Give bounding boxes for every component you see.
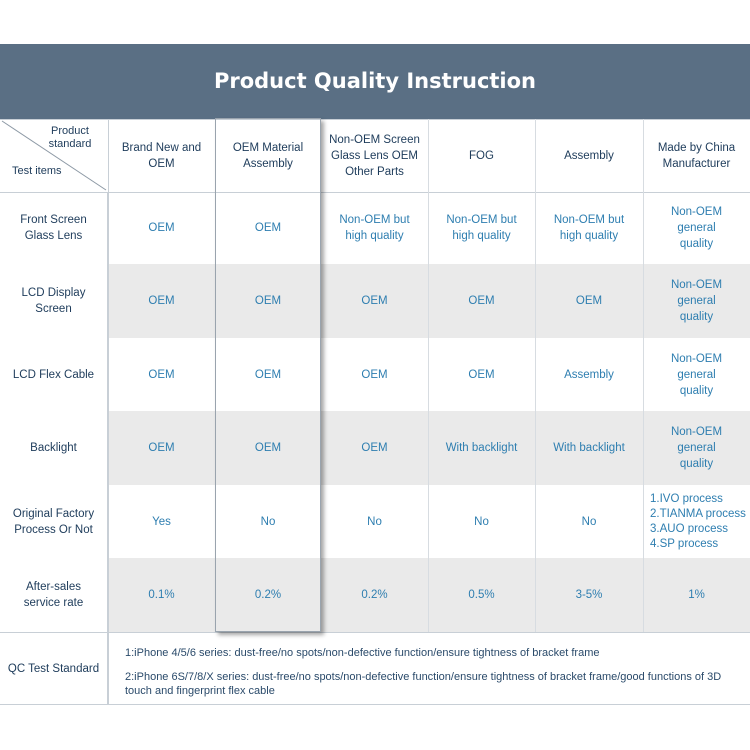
table-cell: OEM xyxy=(468,368,495,381)
table-cell: With backlight xyxy=(553,442,625,454)
table-cell: 0.1% xyxy=(148,589,175,601)
divider xyxy=(0,704,750,705)
table-cell: OEM xyxy=(254,222,282,234)
table-cell: OEM xyxy=(361,368,388,381)
table-cell: 1% xyxy=(688,589,705,601)
table-cell: 3-5% xyxy=(575,589,603,601)
col-header-china-made: Made by China Manufacturer xyxy=(657,141,736,170)
table-cell: OEM xyxy=(254,295,282,307)
table-cell: Yes xyxy=(152,515,171,528)
divider xyxy=(0,119,750,120)
table-cell: OEM xyxy=(575,295,603,307)
table-cell: OEM xyxy=(254,442,282,454)
divider xyxy=(108,119,109,705)
table-cell: Non-OEM general quality xyxy=(670,279,723,323)
table-cell: No xyxy=(474,515,489,528)
row-label: Front Screen Glass Lens xyxy=(0,192,108,264)
table-cell: OEM xyxy=(148,442,175,454)
qc-row: QC Test Standard 1:iPhone 4/5/6 series: … xyxy=(0,632,750,705)
table-cell: With backlight xyxy=(445,442,518,454)
table-cell: No xyxy=(260,515,276,528)
table-cell: Non-OEM but high quality xyxy=(553,214,625,242)
table-cell: OEM xyxy=(361,295,388,307)
divider xyxy=(428,119,429,632)
title-banner: Product Quality Instruction xyxy=(0,44,750,119)
table-row: Original Factory Process Or Not Yes No N… xyxy=(0,485,750,558)
table-cell: No xyxy=(581,515,597,528)
process-item: 1.IVO process xyxy=(650,492,723,505)
table-cell: Non-OEM general quality xyxy=(670,206,723,250)
table-cell: OEM xyxy=(468,295,495,307)
header-row: Product standard Test items Brand New an… xyxy=(0,119,750,192)
col-header-assembly: Assembly xyxy=(564,149,614,162)
table-cell: OEM xyxy=(148,295,175,307)
table-row: Front Screen Glass Lens OEM OEM Non-OEM … xyxy=(0,192,750,264)
divider xyxy=(0,192,750,193)
qc-line-2: 2:iPhone 6S/7/8/X series: dust-free/no s… xyxy=(125,671,722,697)
quality-table: Product standard Test items Brand New an… xyxy=(0,119,750,705)
table-cell: Non-OEM but high quality xyxy=(339,214,410,242)
row-label: Backlight xyxy=(0,411,108,485)
table-cell: OEM xyxy=(148,368,175,381)
row-label: LCD Display Screen xyxy=(0,264,108,338)
table-cell: Non-OEM general quality xyxy=(670,352,723,397)
col-header-oem-material: OEM Material Assembly xyxy=(232,141,304,170)
table-cell: 0.5% xyxy=(468,589,495,601)
row-label: After-sales service rate xyxy=(0,558,108,632)
table-cell: OEM xyxy=(254,368,282,381)
col-header-non-oem-screen: Non-OEM Screen Glass Lens OEM Other Part… xyxy=(329,133,420,178)
divider xyxy=(0,632,750,633)
col-header-fog: FOG xyxy=(469,149,494,162)
process-item: 4.SP process xyxy=(650,537,719,550)
qc-label: QC Test Standard xyxy=(0,632,108,705)
table-row: After-sales service rate 0.1% 0.2% 0.2% … xyxy=(0,558,750,632)
row-label: LCD Flex Cable xyxy=(0,338,108,411)
table-row: LCD Flex Cable OEM OEM OEM OEM Assembly … xyxy=(0,338,750,411)
table-row: LCD Display Screen OEM OEM OEM OEM OEM N… xyxy=(0,264,750,338)
page-title: Product Quality Instruction xyxy=(213,69,537,93)
diagonal-divider xyxy=(1,120,107,191)
table-cell: OEM xyxy=(361,442,388,454)
process-item: 2.TIANMA process xyxy=(650,507,746,520)
table-row: Backlight OEM OEM OEM With backlight Wit… xyxy=(0,411,750,485)
table-cell: 0.2% xyxy=(254,589,282,601)
table-cell: OEM xyxy=(148,222,175,234)
process-item: 3.AUO process xyxy=(650,522,728,535)
corner-header-cell: Product standard Test items xyxy=(0,119,108,192)
table-cell: Non-OEM general quality xyxy=(670,426,723,470)
table-cell: Assembly xyxy=(564,368,614,381)
row-label: Original Factory Process Or Not xyxy=(0,485,108,558)
corner-top-label: Product standard xyxy=(48,125,92,150)
table-cell: Non-OEM but high quality xyxy=(446,214,517,242)
qc-line-1: 1:iPhone 4/5/6 series: dust-free/no spot… xyxy=(125,647,600,659)
corner-bottom-label: Test items xyxy=(12,165,62,177)
table-cell: 0.2% xyxy=(361,589,388,601)
table-cell: No xyxy=(367,515,382,528)
process-list-cell: 1.IVO process 2.TIANMA process 3.AUO pro… xyxy=(643,485,750,558)
divider xyxy=(535,119,536,632)
divider xyxy=(643,119,644,632)
col-header-brand-new: Brand New and OEM xyxy=(121,141,202,170)
